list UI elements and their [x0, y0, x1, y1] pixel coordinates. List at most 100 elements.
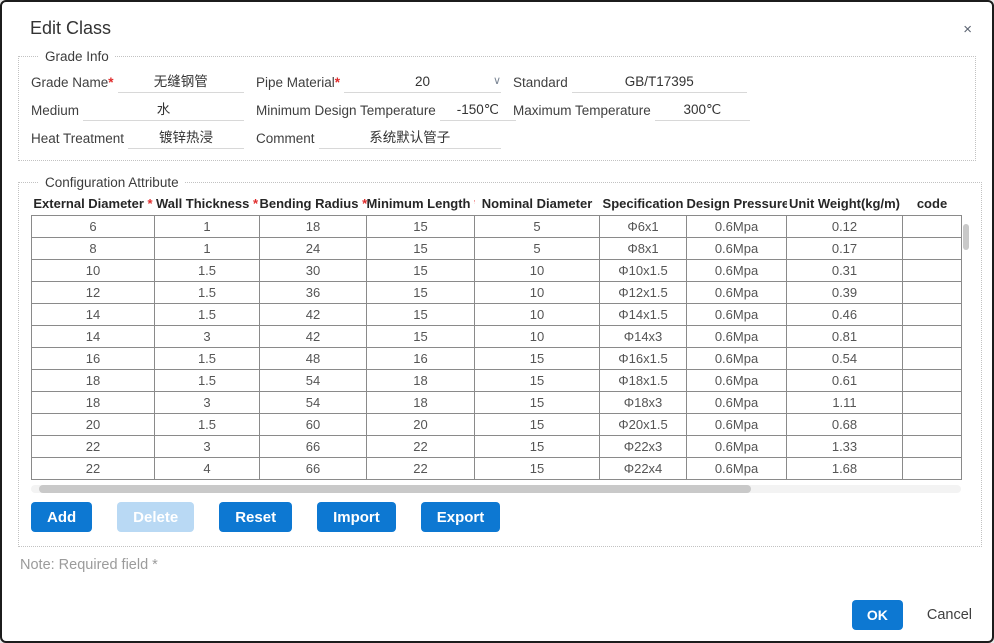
table-cell[interactable]: 48 [259, 347, 367, 370]
table-cell[interactable]: 0.6Mpa [686, 391, 787, 414]
table-cell[interactable]: 3 [154, 391, 260, 414]
table-cell[interactable]: 12 [31, 281, 155, 304]
table-cell[interactable]: 1.68 [786, 457, 903, 480]
table-cell[interactable]: 15 [366, 215, 475, 238]
standard-input[interactable]: GB/T17395 [571, 71, 747, 93]
table-cell[interactable]: 4 [154, 457, 260, 480]
table-cell[interactable]: 66 [259, 435, 367, 458]
table-cell[interactable] [902, 413, 962, 436]
table-cell[interactable] [902, 259, 962, 282]
table-cell[interactable]: 18 [31, 391, 155, 414]
table-cell[interactable]: 0.31 [786, 259, 903, 282]
table-cell[interactable] [902, 457, 962, 480]
table-cell[interactable]: Φ14x3 [599, 325, 687, 348]
cancel-button[interactable]: Cancel [926, 607, 972, 623]
table-cell[interactable]: 0.39 [786, 281, 903, 304]
table-cell[interactable]: 0.6Mpa [686, 457, 787, 480]
table-cell[interactable]: 20 [31, 413, 155, 436]
table-cell[interactable]: 14 [31, 325, 155, 348]
table-cell[interactable]: Φ18x3 [599, 391, 687, 414]
table-cell[interactable]: 15 [366, 325, 475, 348]
table-cell[interactable]: 15 [474, 435, 600, 458]
table-cell[interactable]: 0.6Mpa [686, 303, 787, 326]
table-cell[interactable]: Φ20x1.5 [599, 413, 687, 436]
table-cell[interactable]: 15 [366, 259, 475, 282]
table-cell[interactable]: 16 [366, 347, 475, 370]
table-cell[interactable]: 3 [154, 325, 260, 348]
ok-button[interactable]: OK [851, 600, 903, 630]
minimum-design-temperature-input[interactable]: -150℃ [439, 99, 516, 121]
table-cell[interactable]: 1.5 [154, 281, 260, 304]
table-cell[interactable]: 0.46 [786, 303, 903, 326]
table-cell[interactable]: Φ14x1.5 [599, 303, 687, 326]
table-cell[interactable]: 18 [366, 391, 475, 414]
table-cell[interactable]: 14 [31, 303, 155, 326]
reset-button[interactable]: Reset [219, 502, 293, 532]
table-cell[interactable]: 0.6Mpa [686, 237, 787, 260]
table-cell[interactable]: 42 [259, 325, 367, 348]
table-cell[interactable]: 54 [259, 391, 367, 414]
table-cell[interactable] [902, 347, 962, 370]
table-cell[interactable]: Φ22x4 [599, 457, 687, 480]
table-cell[interactable]: 24 [259, 237, 367, 260]
table-cell[interactable]: 1.5 [154, 303, 260, 326]
table-cell[interactable]: 60 [259, 413, 367, 436]
table-cell[interactable]: 15 [474, 369, 600, 392]
table-cell[interactable]: 15 [366, 281, 475, 304]
table-cell[interactable]: Φ16x1.5 [599, 347, 687, 370]
table-cell[interactable]: 10 [31, 259, 155, 282]
table-cell[interactable]: Φ18x1.5 [599, 369, 687, 392]
chevron-down-icon[interactable]: ∨ [492, 75, 501, 87]
table-cell[interactable] [902, 435, 962, 458]
table-cell[interactable]: 15 [366, 303, 475, 326]
table-cell[interactable]: 10 [474, 259, 600, 282]
table-cell[interactable] [902, 325, 962, 348]
table-cell[interactable]: 22 [366, 435, 475, 458]
table-cell[interactable]: 22 [31, 457, 155, 480]
table-cell[interactable]: 1.11 [786, 391, 903, 414]
vertical-scrollbar-thumb[interactable] [963, 224, 969, 250]
table-cell[interactable]: 20 [366, 413, 475, 436]
table-cell[interactable] [902, 237, 962, 260]
table-cell[interactable] [902, 303, 962, 326]
table-cell[interactable]: 15 [366, 237, 475, 260]
table-cell[interactable]: 18 [366, 369, 475, 392]
heat-treatment-input[interactable]: 镀锌热浸 [128, 127, 244, 149]
table-cell[interactable]: 1 [154, 237, 260, 260]
horizontal-scrollbar-thumb[interactable] [39, 485, 751, 493]
table-cell[interactable]: 5 [474, 215, 600, 238]
table-cell[interactable]: 1.5 [154, 413, 260, 436]
table-cell[interactable]: 15 [474, 413, 600, 436]
table-cell[interactable] [902, 391, 962, 414]
table-cell[interactable]: 42 [259, 303, 367, 326]
horizontal-scrollbar[interactable] [31, 485, 961, 493]
table-cell[interactable]: 0.54 [786, 347, 903, 370]
table-cell[interactable]: 10 [474, 325, 600, 348]
grade-name-input[interactable]: 无缝钢管 [117, 71, 244, 93]
close-icon[interactable]: × [963, 21, 972, 38]
table-cell[interactable]: 22 [366, 457, 475, 480]
table-cell[interactable]: 0.6Mpa [686, 215, 787, 238]
maximum-temperature-input[interactable]: 300℃ [654, 99, 750, 121]
table-cell[interactable]: 22 [31, 435, 155, 458]
table-cell[interactable]: 16 [31, 347, 155, 370]
table-cell[interactable]: 15 [474, 347, 600, 370]
table-cell[interactable]: Φ12x1.5 [599, 281, 687, 304]
table-cell[interactable]: 30 [259, 259, 367, 282]
table-cell[interactable]: 18 [31, 369, 155, 392]
table-cell[interactable]: 0.6Mpa [686, 369, 787, 392]
table-cell[interactable] [902, 369, 962, 392]
table-cell[interactable]: 0.6Mpa [686, 325, 787, 348]
table-cell[interactable]: 0.81 [786, 325, 903, 348]
table-cell[interactable]: 0.6Mpa [686, 281, 787, 304]
table-cell[interactable]: Φ6x1 [599, 215, 687, 238]
table-cell[interactable]: Φ22x3 [599, 435, 687, 458]
table-cell[interactable]: 18 [259, 215, 367, 238]
table-cell[interactable]: 10 [474, 281, 600, 304]
table-cell[interactable]: 0.6Mpa [686, 413, 787, 436]
table-cell[interactable]: 15 [474, 457, 600, 480]
table-cell[interactable]: 1.5 [154, 347, 260, 370]
table-cell[interactable]: 6 [31, 215, 155, 238]
table-cell[interactable]: 8 [31, 237, 155, 260]
medium-input[interactable]: 水 [83, 99, 244, 121]
